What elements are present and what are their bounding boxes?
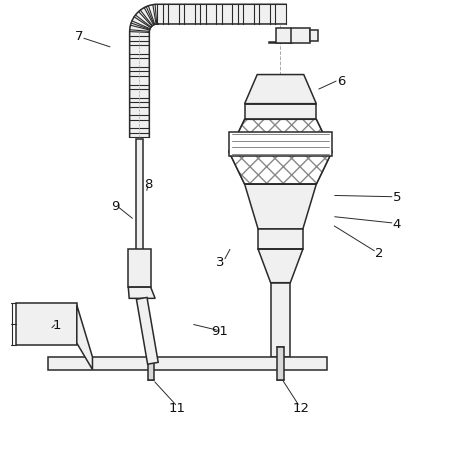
Polygon shape <box>229 119 332 152</box>
Polygon shape <box>77 305 93 370</box>
Text: 7: 7 <box>75 30 83 43</box>
Bar <box>147 347 154 380</box>
Polygon shape <box>229 152 332 184</box>
Polygon shape <box>136 297 158 364</box>
Bar <box>258 229 303 249</box>
Bar <box>16 303 77 345</box>
Text: 1: 1 <box>52 319 61 332</box>
Polygon shape <box>258 249 303 283</box>
Text: 9: 9 <box>111 200 119 213</box>
Bar <box>276 27 310 43</box>
Bar <box>229 132 332 156</box>
Bar <box>128 249 151 287</box>
Polygon shape <box>229 119 332 152</box>
Text: 11: 11 <box>169 401 186 414</box>
Polygon shape <box>130 4 286 137</box>
Bar <box>310 30 318 41</box>
Bar <box>269 42 292 43</box>
Text: 3: 3 <box>216 256 224 269</box>
Polygon shape <box>229 152 332 184</box>
Polygon shape <box>128 287 155 298</box>
Text: 8: 8 <box>144 178 153 191</box>
Text: 5: 5 <box>393 191 401 204</box>
Text: 6: 6 <box>337 75 345 88</box>
Text: 2: 2 <box>375 247 383 260</box>
Bar <box>278 347 284 380</box>
Polygon shape <box>245 75 316 104</box>
Bar <box>48 357 327 370</box>
Polygon shape <box>245 184 316 229</box>
Text: 4: 4 <box>393 218 401 231</box>
Bar <box>245 104 316 119</box>
Bar <box>271 283 290 357</box>
Text: 91: 91 <box>212 326 229 339</box>
Bar <box>136 140 143 251</box>
Text: 12: 12 <box>292 401 309 414</box>
